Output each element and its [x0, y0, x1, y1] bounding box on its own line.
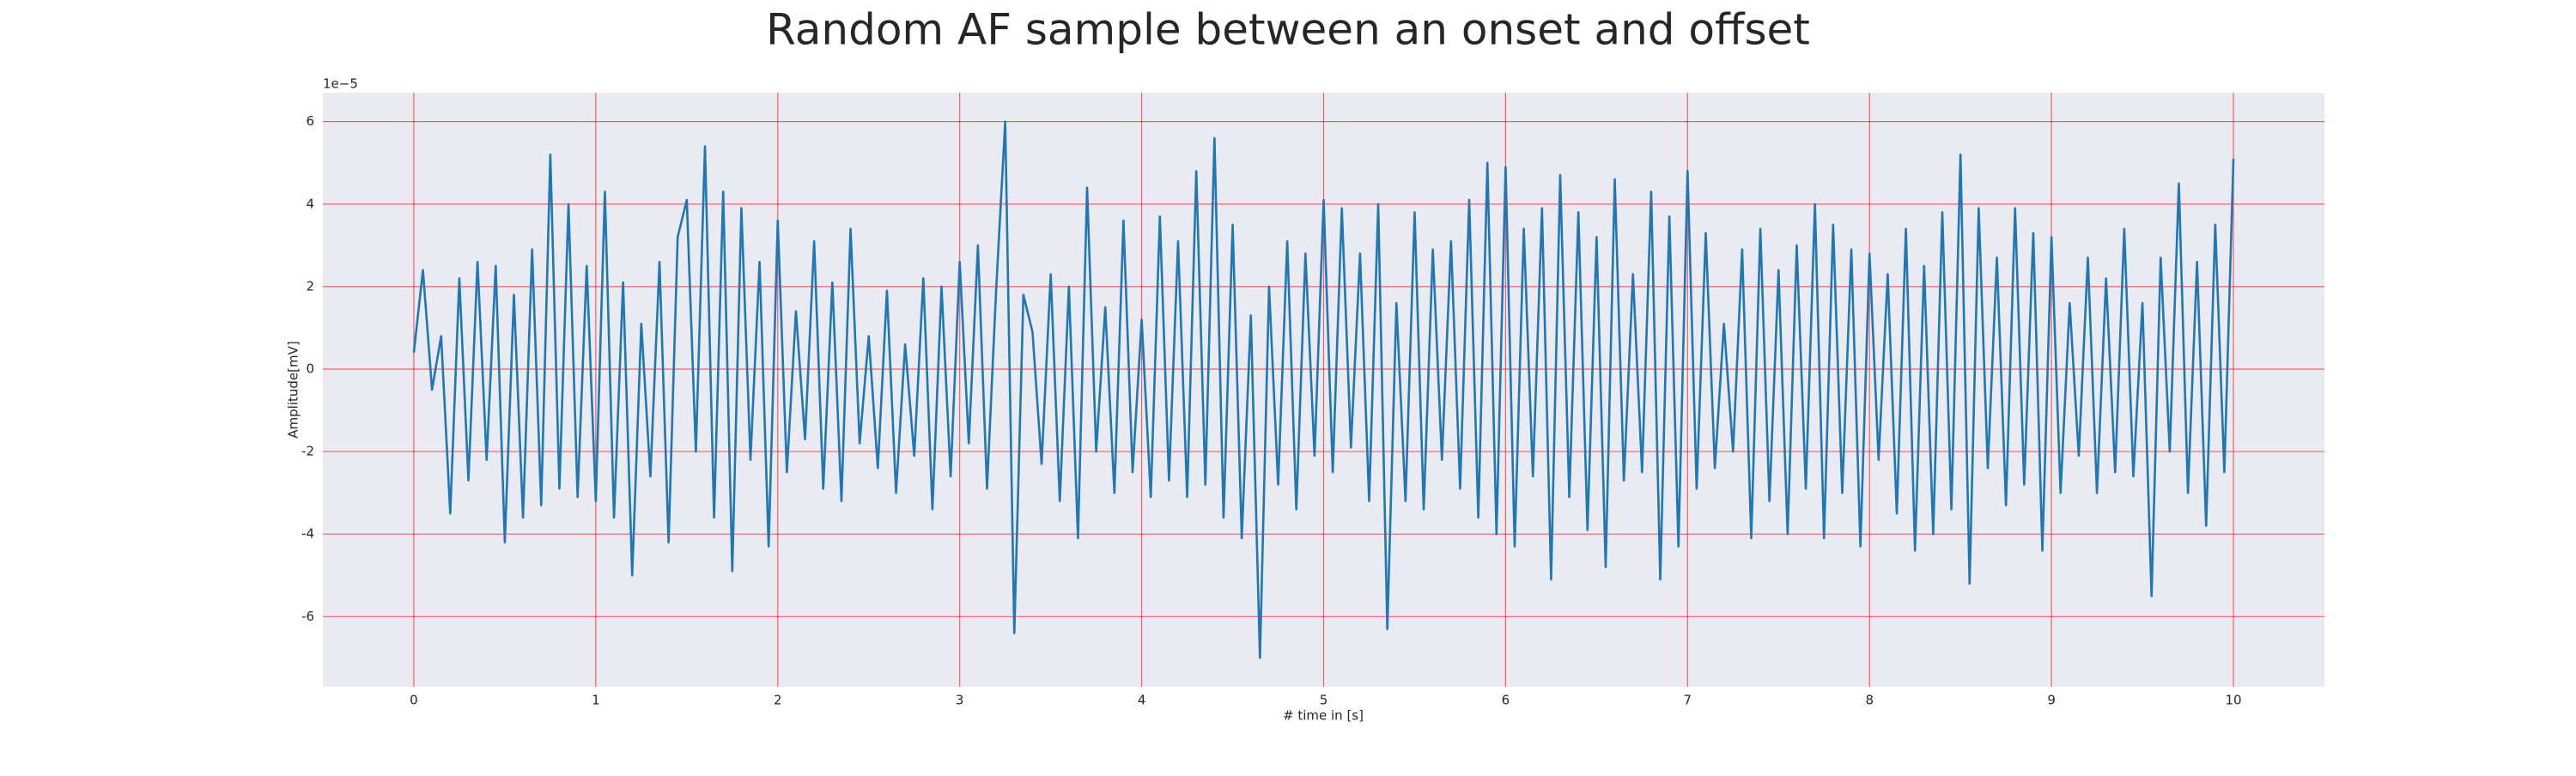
y-tick-label: -6	[301, 609, 314, 624]
x-tick-label: 8	[1865, 693, 1874, 708]
x-tick-label: 6	[1502, 693, 1510, 708]
y-tick-label: -2	[301, 444, 314, 459]
y-tick-label: 6	[306, 113, 314, 129]
x-tick-label: 9	[2047, 693, 2056, 708]
y-axis-label: Amplitude[mV]	[286, 341, 301, 438]
y-tick-label: 2	[306, 278, 314, 294]
y-tick-label: 4	[306, 196, 314, 211]
x-tick-label: 1	[592, 693, 600, 708]
x-tick-label: 3	[956, 693, 964, 708]
x-tick-label: 5	[1320, 693, 1328, 708]
y-tick-label: -4	[301, 526, 314, 542]
x-tick-label: 7	[1684, 693, 1692, 708]
y-tick-label: 0	[306, 361, 314, 376]
x-tick-label: 0	[410, 693, 418, 708]
x-tick-label: 4	[1138, 693, 1146, 708]
x-tick-label: 2	[774, 693, 782, 708]
x-tick-label: 10	[2225, 693, 2241, 708]
signal-line	[412, 120, 2235, 659]
chart-title: Random AF sample between an onset and of…	[766, 5, 1810, 55]
x-axis-label: # time in [s]	[1283, 708, 1364, 724]
offset-text: 1e−5	[323, 76, 358, 92]
